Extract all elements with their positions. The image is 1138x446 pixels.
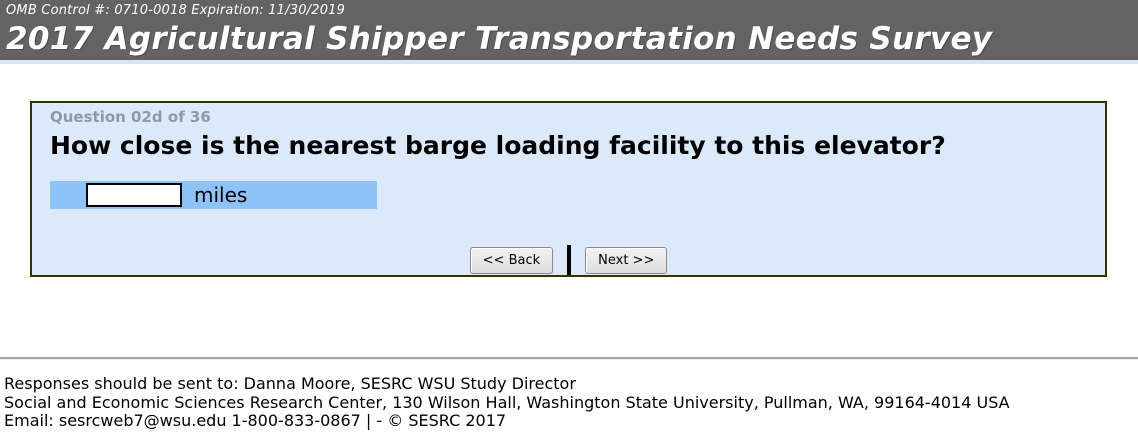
next-button[interactable]: Next >> xyxy=(585,246,668,274)
answer-row: miles xyxy=(50,181,377,209)
nav-row: << Back Next >> xyxy=(50,245,1087,275)
footer-line-contact: Responses should be sent to: Danna Moore… xyxy=(4,374,576,393)
miles-unit-label: miles xyxy=(194,183,248,207)
miles-input[interactable] xyxy=(86,183,182,207)
back-button[interactable]: << Back xyxy=(469,246,554,274)
question-panel: Question 02d of 36 How close is the near… xyxy=(30,101,1107,277)
page-title: 2017 Agricultural Shipper Transportation… xyxy=(6,21,993,57)
footer-line-email: Email: sesrcweb7@wsu.edu 1-800-833-0867 … xyxy=(4,411,507,430)
question-text: How close is the nearest barge loading f… xyxy=(50,131,946,160)
omb-control-text: OMB Control #: 0710-0018 Expiration: 11/… xyxy=(6,3,346,18)
footer-line-address: Social and Economic Sciences Research Ce… xyxy=(4,392,1010,412)
footer: Responses should be sent to: Danna Moore… xyxy=(0,360,1138,431)
button-divider xyxy=(567,245,572,275)
footer-separator xyxy=(0,357,1138,360)
header: OMB Control #: 0710-0018 Expiration: 11/… xyxy=(0,0,1138,64)
question-progress-label: Question 02d of 36 xyxy=(50,108,211,126)
